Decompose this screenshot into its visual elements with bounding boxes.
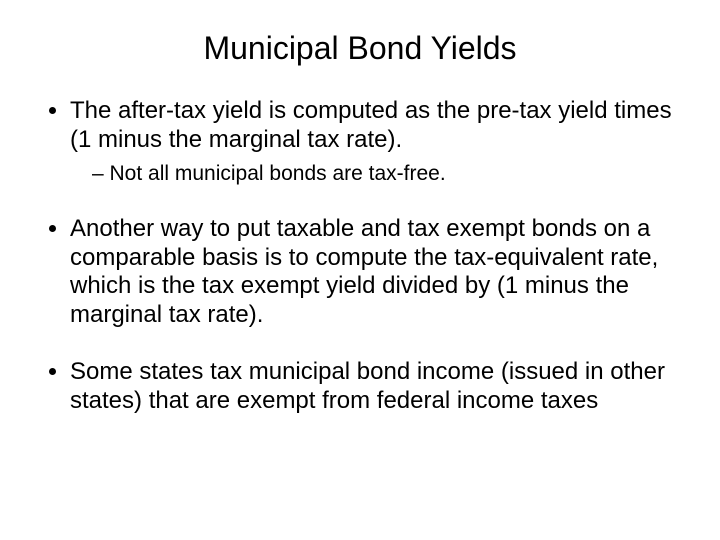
slide: Municipal Bond Yields The after-tax yiel… xyxy=(0,0,720,540)
sub-bullet-list: Not all municipal bonds are tax-free. xyxy=(70,161,680,187)
bullet-list: The after-tax yield is computed as the p… xyxy=(40,97,680,416)
sub-bullet-item: Not all municipal bonds are tax-free. xyxy=(92,161,680,187)
bullet-item: The after-tax yield is computed as the p… xyxy=(70,97,680,187)
slide-title: Municipal Bond Yields xyxy=(40,30,680,67)
bullet-text: Another way to put taxable and tax exemp… xyxy=(70,215,658,328)
bullet-text: Some states tax municipal bond income (i… xyxy=(70,358,665,414)
bullet-item: Another way to put taxable and tax exemp… xyxy=(70,215,680,330)
bullet-text: The after-tax yield is computed as the p… xyxy=(70,97,672,153)
bullet-item: Some states tax municipal bond income (i… xyxy=(70,358,680,416)
